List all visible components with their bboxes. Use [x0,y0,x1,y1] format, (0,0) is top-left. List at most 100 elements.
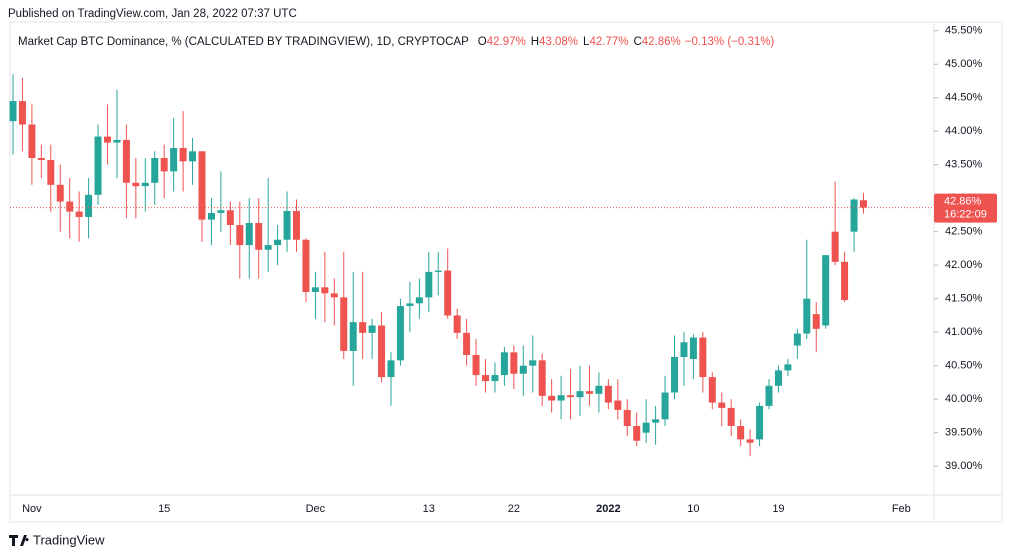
ohlc-key: C [633,36,641,48]
candle-body [387,360,395,378]
candle-body [595,385,603,394]
ohlc-values: O42.97% H43.08% L42.77% C42.86% −0.13% (−0.3… [478,36,775,48]
y-tick-label: 41.50% [945,293,983,305]
candle-body [784,364,792,371]
x-tick-label: Dec [306,503,326,515]
candle-body [198,151,206,220]
candle-body [529,360,537,366]
candle-body [434,270,442,272]
candle-body [774,370,782,386]
candle-body [349,322,357,351]
candle-body [396,306,404,361]
candle-body [132,182,140,187]
ohlc-value: 42.77% [589,36,628,48]
candle-body [66,201,74,212]
candle-body [680,342,688,357]
candle-body [652,419,660,423]
candle-body [189,151,197,162]
y-tick-label: 39.50% [945,427,983,439]
candle-body [340,297,348,351]
ohlc-key: O [478,36,487,48]
candle-body [510,352,518,374]
candle-body [557,395,565,401]
y-tick-label: 41.00% [945,326,983,338]
candle-body [255,222,263,250]
logo: TradingView [9,532,105,547]
candle-body [708,377,716,403]
candle-body [179,147,187,162]
x-tick-label: 19 [772,503,784,515]
candle-body [756,405,764,440]
candle-body [274,239,282,246]
candle-body [538,360,546,396]
candle-body [491,375,499,382]
ohlc-value: 42.86% [642,36,681,48]
x-tick-label: 13 [423,503,435,515]
y-tick-label: 44.50% [945,92,983,104]
candle-body [207,212,215,220]
candle-body [548,395,556,401]
candle-body [623,409,631,426]
candle-body [765,385,773,406]
candle-body [368,325,376,333]
plot-area [9,74,934,457]
candle-body [727,407,735,426]
candle-body [75,211,83,217]
candle-body [633,425,641,441]
candle-body [850,199,858,232]
y-tick-label: 40.00% [945,393,983,405]
logo-icon [9,535,29,546]
candle-body [321,287,329,294]
x-tick-label: 15 [158,503,170,515]
candle-body [245,222,253,246]
candle-body [585,391,593,394]
candle-body [104,136,111,143]
candle-body [9,101,17,122]
ohlc-value: 43.08% [539,36,578,48]
published-note: Published on TradingView.com, Jan 28, 20… [8,8,297,20]
y-tick-label: 45.00% [945,58,983,70]
candle-body [746,439,754,443]
candle-body [28,124,36,159]
candle-body [359,322,367,333]
candle-body [94,136,102,195]
candle-body [170,147,178,172]
candle-body [472,354,480,376]
candle-body [330,293,338,298]
ohlc-value: 42.97% [487,36,526,48]
candle-body [661,392,669,420]
candle-body [47,160,55,185]
candle-body [160,158,168,172]
last-price-label: 42.86% [944,195,982,207]
candle-body [378,325,386,378]
x-tick-label: Feb [892,503,911,515]
candle-body [812,314,820,329]
candle-body [822,255,830,326]
x-tick-label: 2022 [596,503,620,515]
candle-body [689,337,697,359]
candle-body [226,210,234,226]
candle-body [567,395,575,398]
candle-body [576,391,584,398]
candle-body [141,182,149,187]
candle-body [311,287,319,292]
candle-body [604,385,612,403]
chart-title: Market Cap BTC Dominance, % (CALCULATED … [18,36,469,48]
candle-body [425,271,433,298]
candle-body [519,365,527,374]
candle-body [463,332,471,355]
y-tick-label: 43.50% [945,159,983,171]
candle-body [217,210,225,213]
y-tick-label: 45.50% [945,25,983,37]
y-tick-label: 44.00% [945,125,983,137]
candle-body [831,231,839,262]
candle-body [444,270,452,316]
candle-body [283,210,291,240]
candle-body [37,158,45,161]
candle-body [151,158,159,183]
candle-body [500,352,508,376]
candle-body [406,303,414,307]
y-tick-label: 42.00% [945,259,983,271]
candle-body [642,422,650,433]
y-tick-label: 39.00% [945,460,983,472]
